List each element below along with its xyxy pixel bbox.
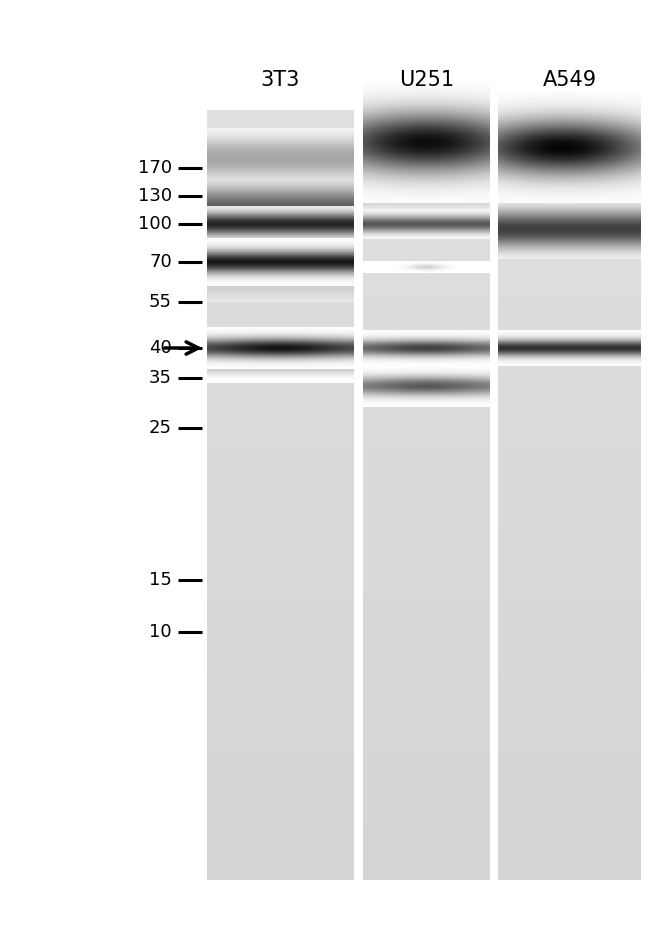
Text: U251: U251 (399, 70, 454, 90)
Text: A549: A549 (543, 70, 597, 90)
Bar (498, 110, 641, 880)
Text: 130: 130 (138, 187, 172, 205)
Text: 15: 15 (149, 571, 172, 589)
Text: 35: 35 (149, 369, 172, 387)
Text: 100: 100 (138, 215, 172, 233)
Text: 55: 55 (149, 293, 172, 311)
Text: 3T3: 3T3 (261, 70, 300, 90)
Text: 10: 10 (150, 623, 172, 641)
Text: 40: 40 (150, 339, 172, 357)
Text: 25: 25 (149, 419, 172, 437)
Text: 70: 70 (150, 253, 172, 271)
Bar (363, 110, 490, 880)
Text: 170: 170 (138, 159, 172, 177)
Bar (207, 110, 354, 880)
